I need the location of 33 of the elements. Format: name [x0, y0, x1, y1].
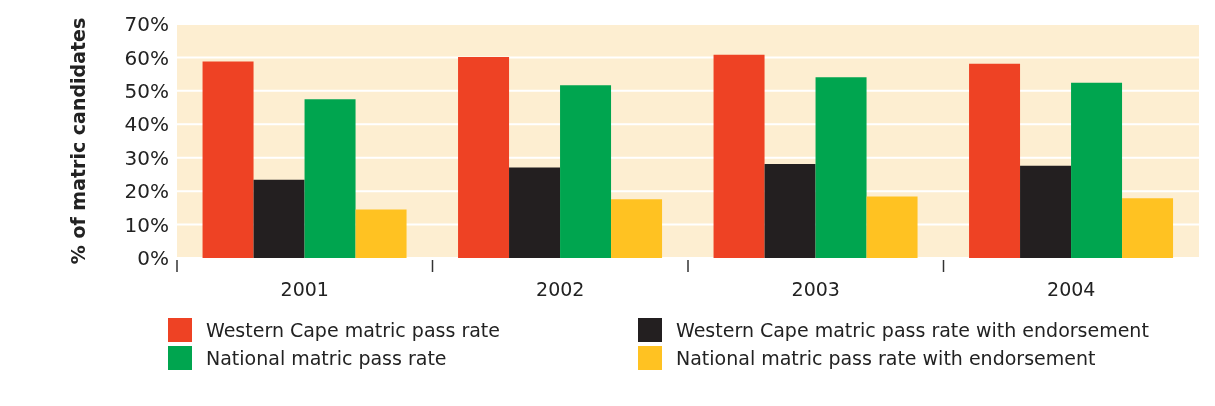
y-axis-title: % of matric candidates: [66, 17, 89, 265]
bar: [969, 63, 1021, 258]
bar: [1122, 198, 1174, 258]
legend-label: National matric pass rate: [206, 347, 447, 369]
x-tick-label: 2002: [536, 278, 585, 300]
y-tick-label: 50%: [124, 78, 169, 103]
y-tick-label: 20%: [124, 179, 169, 204]
bar: [1020, 165, 1072, 258]
y-tick-label: 40%: [124, 112, 169, 137]
bar: [611, 199, 663, 258]
bar: [560, 85, 612, 258]
y-tick-label: 30%: [124, 145, 169, 170]
y-tick-label: 70%: [124, 12, 169, 37]
bar: [764, 164, 816, 258]
bar: [355, 209, 407, 258]
bar: [304, 99, 356, 258]
legend-label: Western Cape matric pass rate with endorsement: [676, 319, 1149, 341]
bar: [815, 77, 867, 258]
bar: [253, 179, 305, 258]
bar: [713, 54, 765, 258]
x-tick-label: 2003: [791, 278, 840, 300]
y-tick-label: 60%: [124, 45, 169, 70]
y-tick-label: 0%: [137, 246, 169, 271]
legend-label: National matric pass rate with endorsement: [676, 347, 1096, 369]
bar: [202, 61, 254, 258]
bar: [509, 167, 561, 258]
x-tick-label: 2001: [280, 278, 329, 300]
y-tick-label: 10%: [124, 212, 169, 237]
bar: [458, 57, 510, 258]
bar: [1071, 82, 1123, 258]
legend-label: Western Cape matric pass rate: [206, 319, 500, 341]
bar: [866, 196, 918, 258]
x-tick-label: 2004: [1047, 278, 1096, 300]
